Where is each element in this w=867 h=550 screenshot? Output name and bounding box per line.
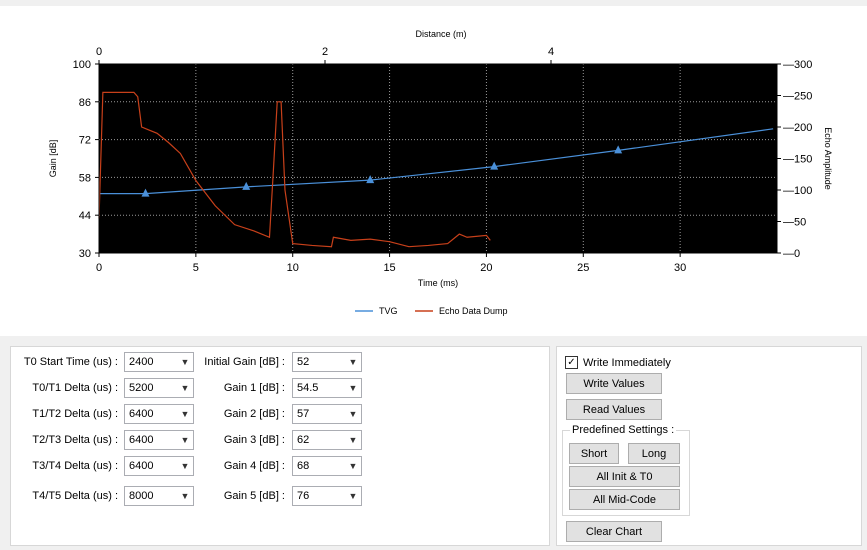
gain-5-value: 76 [297,490,310,502]
top-tick-label: 4 [548,46,554,58]
legend-label-echo: Echo Data Dump [439,306,508,316]
gain-2-select[interactable]: 57 ▼ [292,404,362,424]
gain-3-select[interactable]: 62 ▼ [292,430,362,450]
chevron-down-icon: ▼ [180,409,190,419]
legend-label-tvg: TVG [379,306,398,316]
all-init-t0-button[interactable]: All Init & T0 [569,466,680,487]
checkmark-icon[interactable]: ✓ [565,356,578,369]
gain-5-label: Gain 5 [dB] : [223,490,285,502]
y-left-tick-label: 100 [73,59,91,71]
t1-t2-delta-label: T1/T2 Delta (us) : [32,408,118,420]
gain-2-value: 57 [297,408,310,420]
t0-start-time-select[interactable]: 2400 ▼ [124,352,194,372]
echo-chart: 0 5 10 15 20 25 303044587286100—0—50—100—150—2… [48,29,833,316]
initial-gain-label: Initial Gain [dB] : [204,356,285,368]
t0-t1-delta-select[interactable]: 5200 ▼ [124,378,194,398]
x-axis-title: Time (ms) [418,278,458,288]
y-left-tick-label: 44 [79,210,91,222]
clear-chart-button[interactable]: Clear Chart [566,521,662,542]
x-tick-label: 15 [383,262,395,274]
gain-3-value: 62 [297,434,310,446]
t3-t4-delta-label: T3/T4 Delta (us) : [32,460,118,472]
t2-t3-delta-label: T2/T3 Delta (us) : [32,434,118,446]
timing-gain-group [10,346,550,546]
gain-1-select[interactable]: 54.5 ▼ [292,378,362,398]
gain-1-label: Gain 1 [dB] : [223,382,285,394]
t4-t5-delta-value: 8000 [129,490,154,502]
gain-3-label: Gain 3 [dB] : [223,434,285,446]
t4-t5-delta-select[interactable]: 8000 ▼ [124,486,194,506]
gain-2-label: Gain 2 [dB] : [223,408,285,420]
short-preset-button[interactable]: Short [569,443,619,464]
t2-t3-delta-select[interactable]: 6400 ▼ [124,430,194,450]
t3-t4-delta-select[interactable]: 6400 ▼ [124,456,194,476]
tvg-marker [614,145,623,154]
tvg-marker [490,161,499,170]
plot-border [98,63,778,254]
y-right-axis-title: Echo Amplitude [823,127,833,190]
x-tick-label: 5 [193,262,199,274]
write-immediately-label: Write Immediately [583,356,671,369]
read-values-button[interactable]: Read Values [566,399,662,420]
y-left-tick-label: 58 [79,172,91,184]
gain-4-label: Gain 4 [dB] : [223,460,285,472]
y-right-tick-label: —250 [783,91,812,103]
chevron-down-icon: ▼ [348,409,358,419]
top-tick-label: 0 [96,46,102,58]
predefined-settings-title: Predefined Settings : [570,424,677,436]
y-left-axis-title: Gain [dB] [48,140,58,178]
y-left-tick-label: 30 [79,248,91,260]
gain-5-select[interactable]: 76 ▼ [292,486,362,506]
t4-t5-delta-label: T4/T5 Delta (us) : [32,490,118,502]
t0-start-time-label: T0 Start Time (us) : [23,356,118,368]
t0-t1-delta-label: T0/T1 Delta (us) : [32,382,118,394]
y-left-tick-label: 86 [79,97,91,109]
plot-area [99,64,777,253]
chevron-down-icon: ▼ [180,357,190,367]
write-values-button[interactable]: Write Values [566,373,662,394]
gain-4-select[interactable]: 68 ▼ [292,456,362,476]
x-tick-label: 10 [287,262,299,274]
y-right-tick-label: —300 [783,59,812,71]
initial-gain-value: 52 [297,356,310,368]
top-tick-label: 2 [322,46,328,58]
t1-t2-delta-select[interactable]: 6400 ▼ [124,404,194,424]
long-preset-button[interactable]: Long [628,443,680,464]
chevron-down-icon: ▼ [348,491,358,501]
chevron-down-icon: ▼ [348,383,358,393]
series-line-echo [98,91,491,248]
y-left-tick-label: 72 [79,135,91,147]
y-right-tick-label: —150 [783,154,812,166]
y-right-tick-label: —100 [783,185,812,197]
x-tick-label: 0 [96,262,102,274]
chevron-down-icon: ▼ [180,435,190,445]
t0-start-time-value: 2400 [129,356,154,368]
t2-t3-delta-value: 6400 [129,434,154,446]
gain-4-value: 68 [297,460,310,472]
chevron-down-icon: ▼ [180,383,190,393]
chevron-down-icon: ▼ [180,491,190,501]
tvg-marker [366,175,375,184]
gain-1-value: 54.5 [297,382,319,394]
chevron-down-icon: ▼ [180,461,190,471]
t0-t1-delta-value: 5200 [129,382,154,394]
x-tick-label: 30 [674,262,686,274]
tvg-marker [242,181,251,190]
t3-t4-delta-value: 6400 [129,460,154,472]
y-right-tick-label: —50 [783,217,806,229]
tvg-marker [141,188,150,197]
chevron-down-icon: ▼ [348,435,358,445]
all-mid-code-button[interactable]: All Mid-Code [569,489,680,510]
x-tick-label: 20 [480,262,492,274]
x-tick-label: 25 [577,262,589,274]
chevron-down-icon: ▼ [348,461,358,471]
chevron-down-icon: ▼ [348,357,358,367]
y-right-tick-label: —0 [783,248,800,260]
top-axis-title: Distance (m) [415,29,466,39]
chart-panel: 0 5 10 15 20 25 30 30 44 58 72 86 100 —0 —50 —100 —150 —2… [0,6,867,336]
initial-gain-select[interactable]: 52 ▼ [292,352,362,372]
t1-t2-delta-value: 6400 [129,408,154,420]
y-right-tick-label: —200 [783,122,812,134]
write-immediately-checkbox[interactable]: ✓ Write Immediately [565,356,671,369]
